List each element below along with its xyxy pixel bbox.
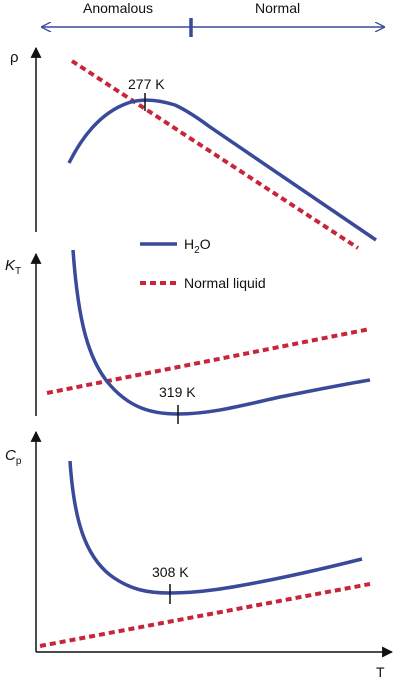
density-h2o-curve (67, 98, 377, 242)
heat-capacity-symbol-main: C (5, 447, 16, 464)
legend-h2o-label: H2O (184, 236, 211, 256)
heat-capacity-h2o-curve (68, 460, 363, 595)
density-extremum-label: 277 K (128, 76, 165, 92)
compressibility-symbol-sub: T (15, 266, 21, 277)
regime-indicator: Anomalous Normal (42, 0, 384, 37)
compressibility-axis-symbol: KT (5, 257, 21, 277)
legend-normal-label: Normal liquid (184, 275, 266, 291)
density-axis-symbol: ρ (10, 49, 19, 66)
legend-h2o-subscript: 2 (194, 245, 200, 256)
regime-anomalous-label: Anomalous (83, 0, 153, 16)
compressibility-panel: KT 319 K (5, 249, 371, 424)
legend-h2o-main: H (184, 236, 194, 252)
legend-h2o-tail: O (200, 236, 211, 252)
compressibility-normal-liquid-curve (46, 327, 371, 395)
temperature-axis-label: T (376, 664, 385, 680)
legend: H2O Normal liquid (140, 236, 266, 291)
heat-capacity-normal-liquid-curve (39, 582, 371, 648)
heat-capacity-symbol-sub: p (16, 456, 22, 467)
heat-capacity-axis-symbol: Cp (5, 447, 22, 467)
compressibility-symbol-main: K (5, 257, 16, 274)
density-panel: ρ 277 K (10, 46, 377, 250)
heat-capacity-panel: Cp T 308 K (5, 430, 394, 680)
heat-capacity-extremum-label: 308 K (152, 564, 189, 580)
density-normal-liquid-curve (70, 59, 360, 250)
compressibility-extremum-label: 319 K (159, 384, 196, 400)
regime-normal-label: Normal (255, 0, 300, 16)
